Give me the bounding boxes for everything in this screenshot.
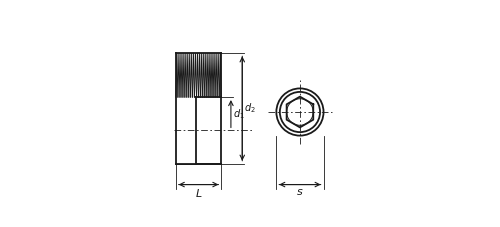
Text: $d_2$: $d_2$	[244, 102, 256, 115]
Text: $d_1$: $d_1$	[232, 107, 244, 121]
Text: $s$: $s$	[296, 187, 304, 197]
Text: $L$: $L$	[195, 187, 202, 199]
